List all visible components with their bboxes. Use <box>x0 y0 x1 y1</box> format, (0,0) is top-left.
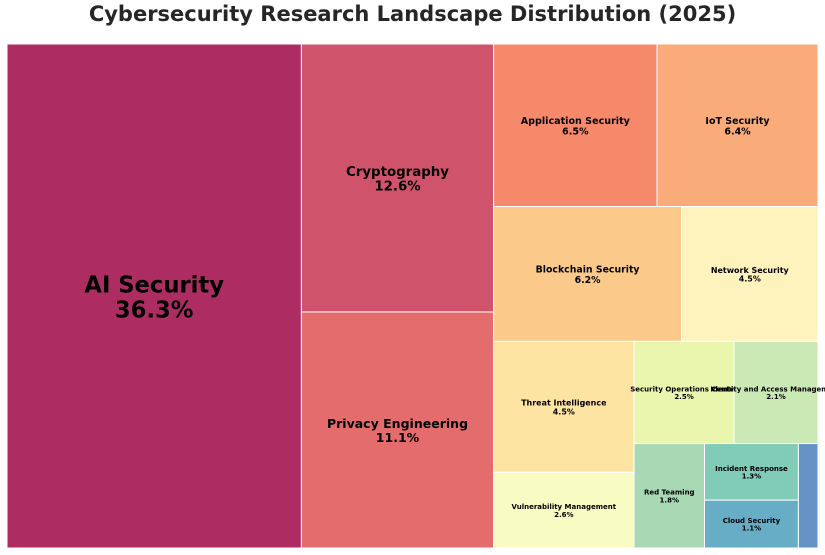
tile-label-application-security: Application Security <box>521 116 631 127</box>
tile-label-threat-intelligence: Threat Intelligence <box>521 399 607 408</box>
tile-value-incident-response: 1.3% <box>742 473 761 481</box>
tile-value-vulnerability-management: 2.6% <box>554 511 573 519</box>
tile-value-ai-security: 36.3% <box>115 298 194 324</box>
tile-rect-ai-security <box>6 43 302 549</box>
tile-value-application-security: 6.5% <box>562 126 589 137</box>
tile-label-identity-and-access-management: Identity and Access Management <box>710 385 825 393</box>
tile-value-blockchain-security: 6.2% <box>575 275 602 286</box>
tile-label-incident-response: Incident Response <box>715 465 788 473</box>
tile-label-privacy-engineering: Privacy Engineering <box>327 416 468 431</box>
tile-value-identity-and-access-management: 2.1% <box>766 393 785 401</box>
tile-label-vulnerability-management: Vulnerability Management <box>512 503 617 511</box>
tile-value-privacy-engineering: 11.1% <box>376 430 420 445</box>
tile-label-security-operations-center: Security Operations Center <box>630 385 738 393</box>
tile-label-network-security: Network Security <box>711 266 790 275</box>
tile-unlabeled-14 <box>797 443 819 549</box>
tile-value-cryptography: 12.6% <box>374 180 420 195</box>
tile-rect-incident-response <box>703 443 799 501</box>
tile-label-blockchain-security: Blockchain Security <box>536 265 640 276</box>
tile-rect-privacy-engineering <box>300 311 495 549</box>
tile-label-cloud-security: Cloud Security <box>723 517 781 525</box>
tile-value-red-teaming: 1.8% <box>660 496 679 504</box>
tile-rect-identity-and-access-management <box>733 340 819 445</box>
tile-value-threat-intelligence: 4.5% <box>553 407 575 416</box>
tile-rect-cryptography <box>300 43 495 313</box>
chart-title: Cybersecurity Research Landscape Distrib… <box>88 2 737 26</box>
tile-value-network-security: 4.5% <box>739 275 761 284</box>
tile-label-red-teaming: Red Teaming <box>644 489 695 497</box>
tile-label-ai-security: AI Security <box>84 273 224 299</box>
tile-rect-application-security <box>493 43 658 208</box>
tile-rect-network-security <box>681 206 819 342</box>
tile-label-cryptography: Cryptography <box>346 165 449 180</box>
tile-value-security-operations-center: 2.5% <box>674 393 693 401</box>
tile-label-iot-security: IoT Security <box>705 116 770 127</box>
tile-rect-cloud-security <box>703 499 799 549</box>
tile-value-cloud-security: 1.1% <box>742 525 761 533</box>
tile-value-iot-security: 6.4% <box>724 126 751 137</box>
tile-rect-vulnerability-management <box>493 471 635 549</box>
tile-rect-unlabeled-14 <box>797 443 819 549</box>
